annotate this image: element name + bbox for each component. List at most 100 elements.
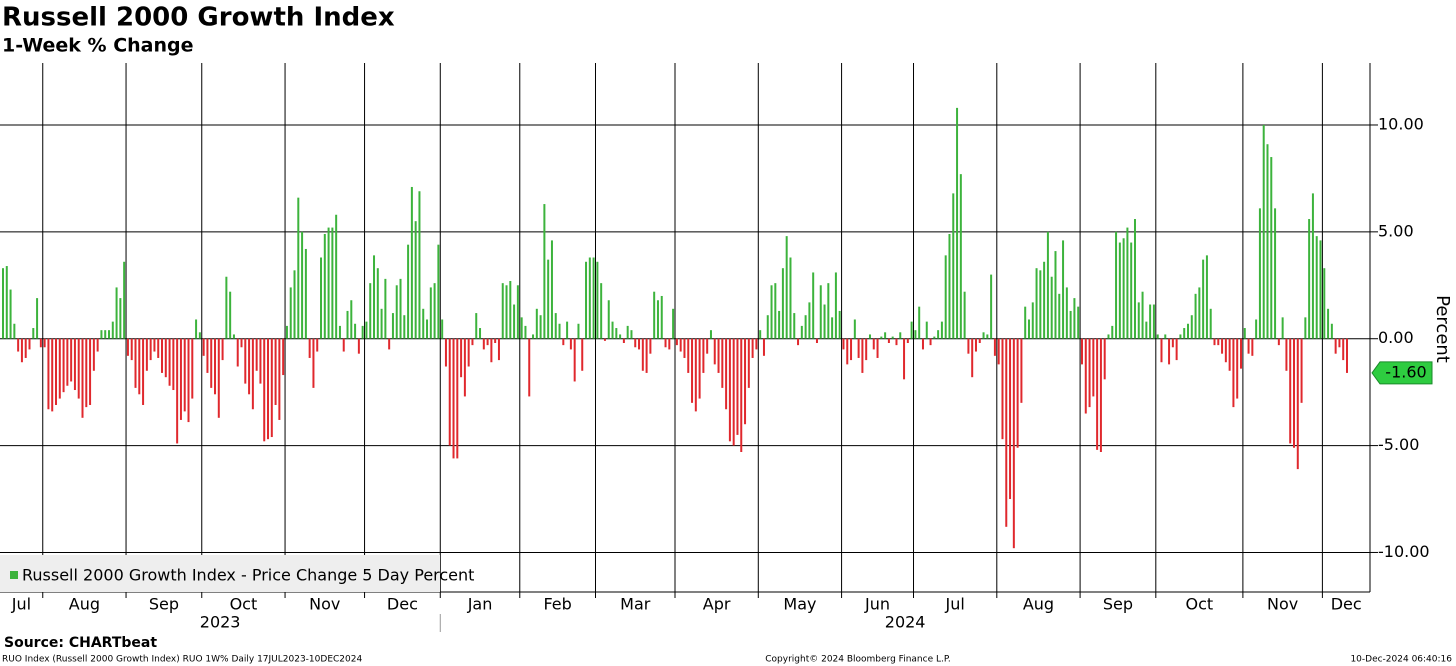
bar: [899, 332, 902, 339]
bar: [1228, 338, 1231, 371]
bar: [978, 338, 981, 343]
bar: [5, 266, 8, 339]
bar: [732, 338, 735, 446]
bar: [384, 278, 387, 339]
bar: [301, 231, 304, 339]
bar: [634, 338, 637, 348]
bar: [948, 233, 951, 339]
bar: [1338, 338, 1341, 348]
bar: [509, 281, 512, 339]
bar: [28, 338, 31, 350]
bar: [698, 338, 701, 399]
bar: [217, 338, 220, 418]
bar: [168, 338, 171, 386]
bar: [532, 334, 535, 339]
bar: [513, 304, 516, 339]
bar: [990, 274, 993, 339]
bar: [1239, 338, 1242, 369]
x-tick-label: Oct: [230, 595, 258, 614]
bar: [422, 308, 425, 339]
bar: [270, 338, 273, 438]
x-tick-label: Dec: [1331, 595, 1362, 614]
x-tick-label: Oct: [1186, 595, 1214, 614]
bar: [1183, 328, 1186, 339]
bar: [92, 338, 95, 371]
y-tick-label: 10.00: [1378, 114, 1424, 133]
bar: [1141, 291, 1144, 339]
bar: [1069, 310, 1072, 339]
bar: [921, 338, 924, 350]
bar: [520, 317, 523, 339]
bar: [43, 338, 46, 348]
bar: [414, 221, 417, 339]
bar: [66, 338, 69, 386]
bar: [58, 338, 61, 399]
bar: [736, 338, 739, 435]
bar: [278, 338, 281, 420]
bar: [668, 338, 671, 350]
bar: [974, 338, 977, 352]
bar: [115, 287, 118, 339]
x-tick-label: Feb: [543, 595, 571, 614]
bar: [808, 302, 811, 339]
bar: [691, 338, 694, 403]
bar: [111, 321, 114, 339]
bar: [1311, 193, 1314, 339]
bar: [206, 338, 209, 373]
bar: [1292, 338, 1295, 448]
bar: [1111, 325, 1114, 339]
bar: [963, 291, 966, 339]
bar: [641, 338, 644, 371]
bar: [316, 338, 319, 352]
bar: [1046, 231, 1049, 339]
bar: [759, 330, 762, 339]
bar: [1058, 293, 1061, 339]
bar: [1164, 334, 1167, 339]
bar: [713, 338, 716, 365]
bar: [1092, 338, 1095, 397]
bar: [766, 315, 769, 339]
bar: [751, 338, 754, 358]
bar: [1270, 157, 1273, 339]
bar: [982, 332, 985, 339]
bar: [9, 289, 12, 339]
bar: [1202, 259, 1205, 339]
bar: [32, 328, 35, 339]
bar: [1319, 240, 1322, 339]
x-tick-label: Nov: [1267, 595, 1298, 614]
bar: [1190, 315, 1193, 339]
bar: [293, 270, 296, 339]
y-tick-label: -10.00: [1378, 542, 1430, 561]
bar: [361, 325, 364, 339]
bar: [357, 338, 360, 354]
last-value-tag: [1371, 361, 1433, 385]
bar: [1012, 338, 1015, 549]
bar: [1160, 338, 1163, 363]
bar: [475, 313, 478, 339]
bar: [785, 236, 788, 339]
bar: [149, 338, 152, 361]
bar: [164, 338, 167, 378]
x-tick-label: Jan: [467, 595, 493, 614]
bar: [1277, 338, 1280, 346]
x-tick-label: Aug: [1023, 595, 1054, 614]
bar: [1285, 338, 1288, 371]
y-tick-label: 0.00: [1378, 328, 1414, 347]
bar: [1080, 338, 1083, 365]
bar: [1039, 270, 1042, 339]
bar: [850, 338, 853, 361]
bar: [770, 285, 773, 339]
bar: [81, 338, 84, 418]
bar: [797, 338, 800, 346]
bar: [607, 300, 610, 339]
bar: [236, 338, 239, 367]
bar: [55, 338, 58, 405]
bar: [1099, 338, 1102, 453]
bar: [789, 257, 792, 339]
bar: [914, 330, 917, 339]
bar: [872, 338, 875, 350]
bar: [1096, 338, 1099, 450]
bar: [482, 338, 485, 350]
bar: [1001, 338, 1004, 440]
bar: [819, 285, 822, 339]
